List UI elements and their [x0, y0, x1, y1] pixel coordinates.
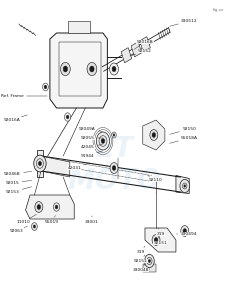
- Text: 42031: 42031: [67, 163, 89, 170]
- Polygon shape: [26, 195, 74, 219]
- Circle shape: [90, 66, 94, 72]
- Circle shape: [110, 63, 118, 75]
- Circle shape: [44, 85, 47, 89]
- Circle shape: [154, 238, 158, 242]
- Text: 42045: 42045: [81, 145, 102, 149]
- Text: 319: 319: [156, 228, 165, 236]
- Polygon shape: [41, 156, 70, 177]
- Circle shape: [35, 202, 43, 212]
- Circle shape: [32, 223, 37, 230]
- Polygon shape: [121, 48, 132, 63]
- Text: 33001: 33001: [85, 216, 99, 224]
- Text: 92153: 92153: [5, 187, 32, 194]
- Circle shape: [33, 225, 35, 228]
- Text: 92016A: 92016A: [4, 115, 27, 122]
- Circle shape: [34, 155, 46, 172]
- Polygon shape: [68, 21, 90, 33]
- Circle shape: [152, 235, 160, 245]
- Text: Ref. Frame: Ref. Frame: [1, 94, 47, 98]
- Text: 92049A: 92049A: [79, 127, 102, 131]
- Bar: [143, 264, 156, 272]
- Text: 92150: 92150: [170, 127, 196, 134]
- Circle shape: [181, 226, 189, 236]
- Circle shape: [144, 254, 154, 268]
- Polygon shape: [143, 120, 165, 150]
- Polygon shape: [37, 150, 43, 177]
- Circle shape: [183, 229, 187, 233]
- Circle shape: [53, 203, 60, 211]
- Circle shape: [63, 66, 68, 72]
- Text: 55018A: 55018A: [170, 136, 198, 143]
- Text: 92152: 92152: [130, 49, 152, 56]
- Text: 330048: 330048: [132, 264, 149, 272]
- Circle shape: [184, 185, 186, 187]
- Circle shape: [36, 159, 44, 168]
- Circle shape: [110, 163, 118, 173]
- Text: 92063: 92063: [10, 226, 27, 233]
- Circle shape: [101, 139, 105, 143]
- Polygon shape: [176, 176, 189, 194]
- Circle shape: [183, 183, 187, 189]
- Circle shape: [43, 83, 48, 91]
- Polygon shape: [140, 37, 150, 52]
- Text: 92055: 92055: [80, 136, 102, 140]
- Text: 330494: 330494: [177, 232, 197, 236]
- Circle shape: [112, 66, 116, 72]
- Circle shape: [55, 205, 58, 209]
- Circle shape: [65, 113, 71, 121]
- Text: 91944: 91944: [81, 151, 103, 158]
- Text: fig.xx: fig.xx: [213, 8, 225, 11]
- Circle shape: [113, 134, 115, 136]
- Circle shape: [148, 260, 150, 262]
- Text: 92110: 92110: [147, 175, 163, 182]
- Polygon shape: [50, 33, 107, 108]
- Text: 92016B: 92016B: [134, 40, 153, 50]
- Text: 11010: 11010: [16, 214, 36, 224]
- Circle shape: [37, 205, 41, 209]
- Circle shape: [147, 257, 152, 265]
- Text: 55019: 55019: [45, 215, 59, 224]
- Text: 92151: 92151: [134, 255, 147, 263]
- Circle shape: [38, 161, 41, 166]
- Text: 92151: 92151: [153, 237, 167, 245]
- Circle shape: [150, 130, 158, 140]
- Text: 319: 319: [136, 246, 145, 254]
- Polygon shape: [131, 42, 142, 57]
- Text: 330512: 330512: [170, 19, 197, 26]
- Circle shape: [180, 179, 190, 193]
- Text: 92046B: 92046B: [4, 171, 32, 176]
- Circle shape: [60, 62, 70, 76]
- Circle shape: [87, 62, 97, 76]
- Polygon shape: [145, 228, 176, 252]
- Circle shape: [99, 136, 107, 146]
- Circle shape: [96, 132, 110, 150]
- Circle shape: [152, 133, 155, 137]
- Text: 92015: 92015: [5, 180, 32, 185]
- Circle shape: [112, 166, 116, 170]
- Circle shape: [112, 132, 116, 138]
- Text: ET
MOTO: ET MOTO: [67, 135, 161, 195]
- Circle shape: [66, 115, 69, 119]
